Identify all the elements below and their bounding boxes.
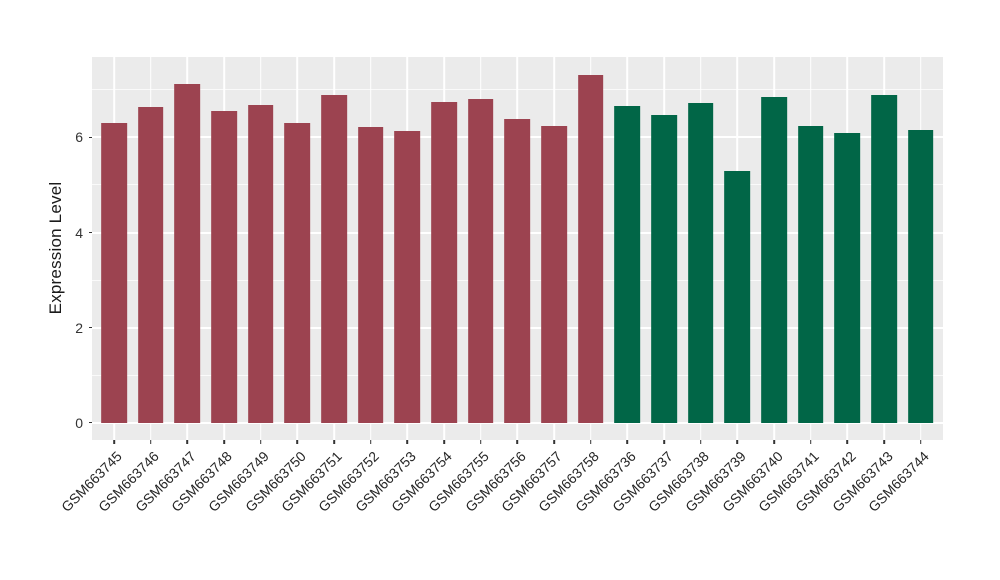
x-tick-mark [883,440,885,444]
bar [871,95,897,423]
y-tick-label: 2 [75,319,83,336]
bar-slot: GSM663745 [58,57,133,515]
bar-slot: GSM663754 [388,57,463,515]
bar-slot: GSM663753 [352,57,426,515]
x-tick-mark [699,440,702,444]
x-tick-mark [736,440,739,444]
bar [504,119,531,423]
x-tick-mark [773,440,775,444]
bar-slot: GSM663750 [242,57,316,515]
y-tick-label: 6 [75,129,83,146]
bar [577,74,604,423]
bar-slot: GSM663752 [315,57,389,515]
bar [541,126,567,423]
bar [651,115,677,423]
bar-slot: GSM663744 [865,57,939,515]
bar-slot: GSM663755 [425,57,499,515]
bar-slot: GSM663736 [572,57,646,515]
bar [394,130,421,423]
y-axis: 0 2 4 6 [0,57,92,440]
bar [834,133,861,423]
x-tick-mark [626,440,629,444]
bar-slot: GSM663737 [609,57,683,515]
x-tick-mark [369,440,372,444]
bar-slot: GSM663748 [168,57,243,515]
x-tick-mark [296,440,299,444]
bar-slot: GSM663738 [645,57,719,515]
x-tick-mark [479,440,482,444]
bar-slot: GSM663739 [682,57,756,515]
bar [137,106,164,423]
bar [321,94,347,423]
bar-slot: GSM663751 [278,57,353,515]
bar [724,170,751,423]
x-tick-mark [406,440,409,444]
x-tick-mark [809,440,812,444]
bar [101,122,127,423]
y-tick-label: 0 [75,414,83,431]
bar-slot: GSM663756 [462,57,536,515]
bar [614,105,641,423]
x-tick-mark [259,440,262,444]
x-tick-mark [589,440,592,444]
bar [247,105,274,423]
bar [797,126,824,423]
x-tick-mark [223,440,225,444]
x-tick-mark [186,440,189,444]
bar-slot: GSM663746 [95,57,169,515]
bar-slot: GSM663758 [535,57,609,515]
x-tick-mark [333,440,335,444]
x-tick-mark [516,440,519,444]
bar [907,129,934,423]
bar-slot: GSM663741 [755,57,829,515]
bar-slot: GSM663757 [499,57,573,515]
x-tick-mark [920,440,922,444]
bar-slot: GSM663743 [829,57,903,515]
y-tick-mark [88,136,92,139]
bar [467,98,494,423]
y-tick-mark [88,421,92,424]
x-tick-mark [443,440,445,444]
y-tick-label: 4 [75,224,83,241]
bar [174,84,201,423]
bar-slot: GSM663749 [205,57,279,515]
bar-slot: GSM663747 [132,57,206,515]
bar-slot: GSM663740 [719,57,793,515]
bar-slot: GSM663742 [792,57,866,515]
bar [284,122,311,423]
bar [687,102,714,423]
bar [431,101,457,423]
x-tick-mark [663,440,665,444]
bar-slots: GSM663745 GSM663746 GSM663747 GSM663748 GSM6… [58,57,943,515]
bar [761,97,787,423]
x-tick-mark [113,440,115,444]
y-tick-mark [88,231,92,234]
x-tick-mark [553,440,555,444]
x-tick-mark [846,440,849,444]
x-tick-mark [149,440,152,444]
y-tick-mark [88,326,92,329]
bar [357,126,384,423]
bar [211,111,237,423]
plot-panel: GSM663745 GSM663746 GSM663747 GSM663748 GSM6… [58,57,943,515]
